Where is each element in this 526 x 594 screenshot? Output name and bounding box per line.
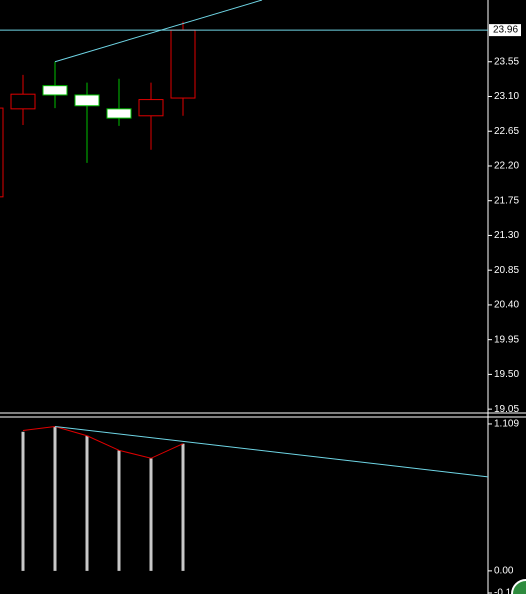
current-price-box: [489, 24, 521, 37]
histogram-bar: [21, 431, 25, 571]
histogram-bar: [149, 458, 153, 571]
y-tick-label: 21.75: [494, 195, 519, 206]
y-tick-label: 0.00: [494, 566, 514, 577]
trendline: [54, 0, 263, 63]
axes: 23.55 23.10 22.65 22.20 21.75 21.30 20.85 20.40…: [488, 24, 523, 594]
price-panel: [0, 0, 488, 198]
y-tick-label: 21.30: [494, 230, 519, 241]
candle-body: [106, 108, 132, 119]
y-tick-label: 19.95: [494, 334, 519, 345]
histogram-bar: [53, 426, 57, 571]
y-tick-label: 22.65: [494, 126, 519, 137]
trendline: [54, 425, 488, 478]
candle-body: [42, 85, 68, 96]
histogram-bar: [85, 435, 89, 571]
y-tick-label: 20.85: [494, 265, 519, 276]
corner-badge: [511, 579, 526, 594]
indicator-panel: [21, 425, 488, 571]
candle-body: [0, 107, 4, 198]
y-tick-label: -0.167: [494, 588, 523, 594]
current-price-label: 23.96: [493, 25, 518, 36]
signal-line: [22, 425, 184, 459]
candle-body: [10, 93, 36, 110]
candle-body: [170, 29, 196, 99]
y-tick-label: 19.05: [494, 404, 519, 415]
candle-body: [74, 94, 100, 107]
y-tick-label: 22.20: [494, 161, 519, 172]
histogram-bar: [181, 443, 185, 571]
histogram-bar: [117, 450, 121, 571]
y-tick-label: 23.55: [494, 56, 519, 67]
y-tick-label: 20.40: [494, 300, 519, 311]
y-tick-label: 19.50: [494, 369, 519, 380]
y-tick-label: 1.109: [494, 419, 519, 430]
y-tick-label: 23.10: [494, 91, 519, 102]
candle-body: [138, 99, 164, 117]
